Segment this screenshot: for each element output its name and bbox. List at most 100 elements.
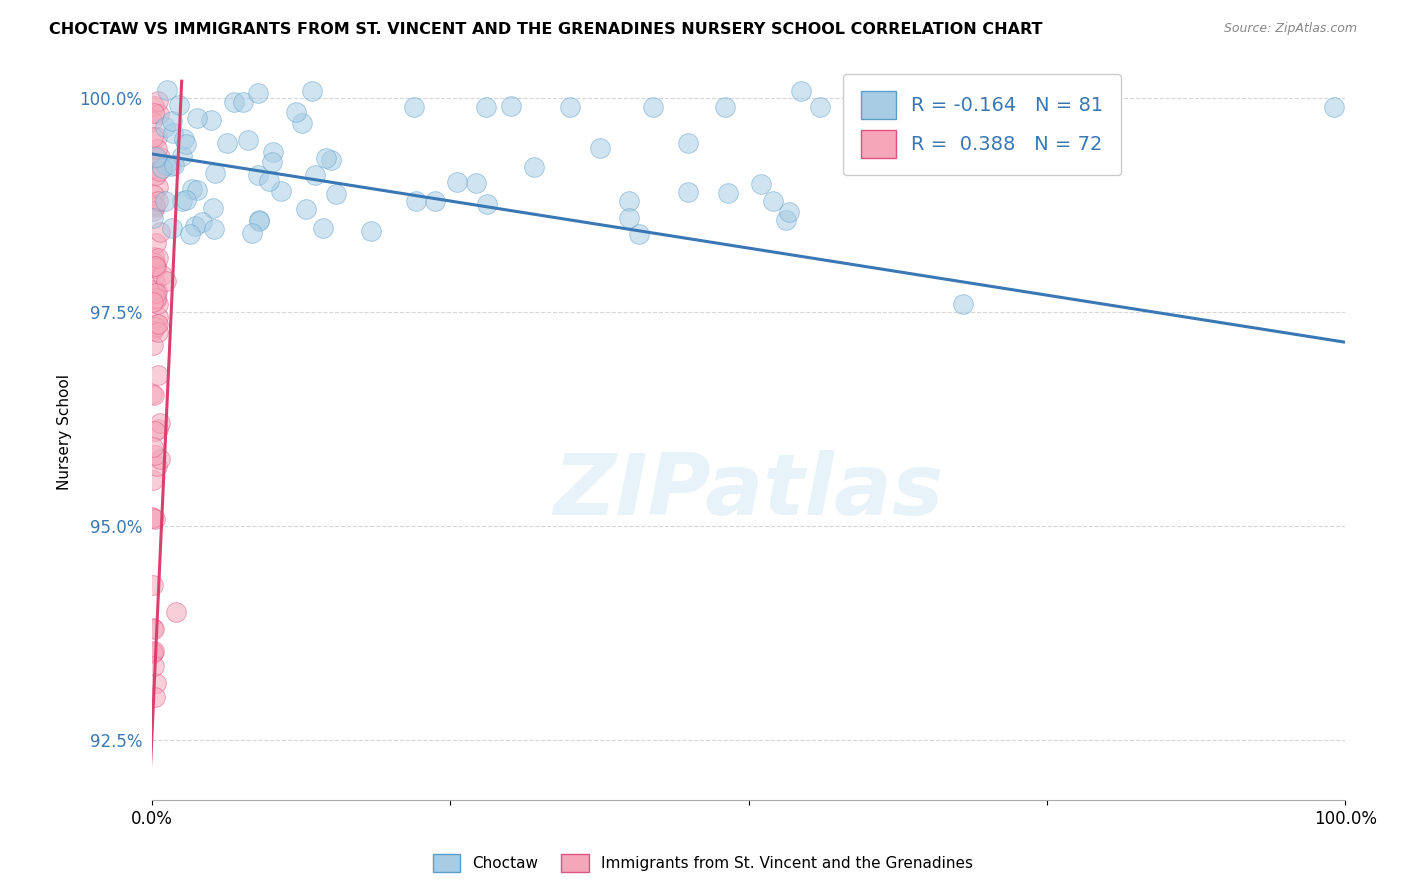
Point bbox=[247, 214, 270, 228]
Point bbox=[465, 176, 488, 190]
Point bbox=[148, 107, 170, 121]
Point bbox=[146, 194, 169, 208]
Point bbox=[201, 201, 224, 215]
Point bbox=[142, 211, 165, 225]
Point bbox=[301, 84, 323, 98]
Legend: R = -0.164   N = 81, R =  0.388   N = 72: R = -0.164 N = 81, R = 0.388 N = 72 bbox=[844, 74, 1121, 176]
Point bbox=[153, 120, 176, 134]
Point bbox=[145, 317, 167, 331]
Point bbox=[880, 100, 903, 114]
Point bbox=[145, 459, 167, 474]
Point bbox=[260, 155, 283, 169]
Point bbox=[222, 95, 245, 109]
Point bbox=[156, 83, 179, 97]
Point bbox=[627, 227, 650, 242]
Point bbox=[678, 185, 700, 199]
Point bbox=[146, 129, 169, 144]
Point bbox=[143, 622, 166, 636]
Point bbox=[142, 338, 165, 352]
Point bbox=[143, 255, 166, 269]
Point bbox=[162, 127, 184, 141]
Point bbox=[145, 150, 167, 164]
Point bbox=[247, 86, 270, 100]
Point bbox=[262, 145, 284, 159]
Point bbox=[143, 250, 166, 264]
Point bbox=[186, 111, 208, 125]
Point bbox=[146, 368, 169, 382]
Point bbox=[143, 160, 166, 174]
Point bbox=[259, 174, 281, 188]
Point bbox=[146, 94, 169, 108]
Point bbox=[149, 150, 172, 164]
Point bbox=[165, 605, 187, 619]
Point bbox=[170, 194, 193, 208]
Point bbox=[179, 227, 201, 242]
Y-axis label: Nursery School: Nursery School bbox=[58, 374, 72, 490]
Point bbox=[141, 510, 163, 524]
Point bbox=[173, 132, 195, 146]
Point bbox=[169, 98, 191, 112]
Point bbox=[141, 114, 163, 128]
Point bbox=[808, 100, 831, 114]
Point bbox=[146, 325, 169, 339]
Point bbox=[190, 215, 212, 229]
Point bbox=[160, 113, 183, 128]
Point bbox=[145, 169, 167, 183]
Point bbox=[143, 200, 166, 214]
Point bbox=[145, 151, 167, 165]
Point bbox=[761, 194, 783, 208]
Point bbox=[200, 112, 222, 127]
Point bbox=[143, 259, 166, 273]
Point bbox=[142, 621, 165, 635]
Point bbox=[145, 291, 167, 305]
Point bbox=[285, 105, 308, 120]
Point bbox=[446, 175, 468, 189]
Point bbox=[142, 99, 165, 113]
Point bbox=[142, 645, 165, 659]
Point bbox=[149, 416, 172, 430]
Point bbox=[149, 225, 172, 239]
Point bbox=[425, 194, 447, 208]
Legend: Choctaw, Immigrants from St. Vincent and the Grenadines: Choctaw, Immigrants from St. Vincent and… bbox=[425, 846, 981, 880]
Point bbox=[145, 286, 167, 301]
Point bbox=[150, 161, 173, 175]
Point bbox=[143, 388, 166, 402]
Point bbox=[146, 422, 169, 436]
Point bbox=[405, 194, 427, 209]
Point bbox=[775, 213, 797, 227]
Point bbox=[142, 647, 165, 661]
Point bbox=[142, 294, 165, 309]
Point bbox=[145, 448, 167, 462]
Point bbox=[404, 100, 426, 114]
Point bbox=[204, 166, 226, 180]
Point bbox=[146, 179, 169, 194]
Point bbox=[160, 160, 183, 174]
Point bbox=[523, 160, 546, 174]
Point bbox=[589, 141, 612, 155]
Point bbox=[678, 136, 700, 150]
Point bbox=[304, 168, 326, 182]
Point bbox=[790, 84, 813, 98]
Point bbox=[142, 283, 165, 297]
Point bbox=[643, 100, 665, 114]
Point bbox=[976, 100, 998, 114]
Point bbox=[163, 158, 186, 172]
Point bbox=[145, 284, 167, 298]
Point bbox=[142, 324, 165, 338]
Point bbox=[360, 224, 382, 238]
Point bbox=[146, 142, 169, 156]
Point bbox=[291, 116, 314, 130]
Point bbox=[240, 226, 263, 240]
Point bbox=[713, 100, 735, 114]
Point bbox=[142, 204, 165, 219]
Point bbox=[145, 259, 167, 273]
Text: Source: ZipAtlas.com: Source: ZipAtlas.com bbox=[1223, 22, 1357, 36]
Point bbox=[141, 387, 163, 401]
Point bbox=[319, 153, 342, 167]
Point bbox=[143, 198, 166, 212]
Point bbox=[749, 177, 772, 191]
Point bbox=[215, 136, 238, 151]
Point bbox=[143, 319, 166, 334]
Point bbox=[1036, 100, 1059, 114]
Point bbox=[232, 95, 254, 109]
